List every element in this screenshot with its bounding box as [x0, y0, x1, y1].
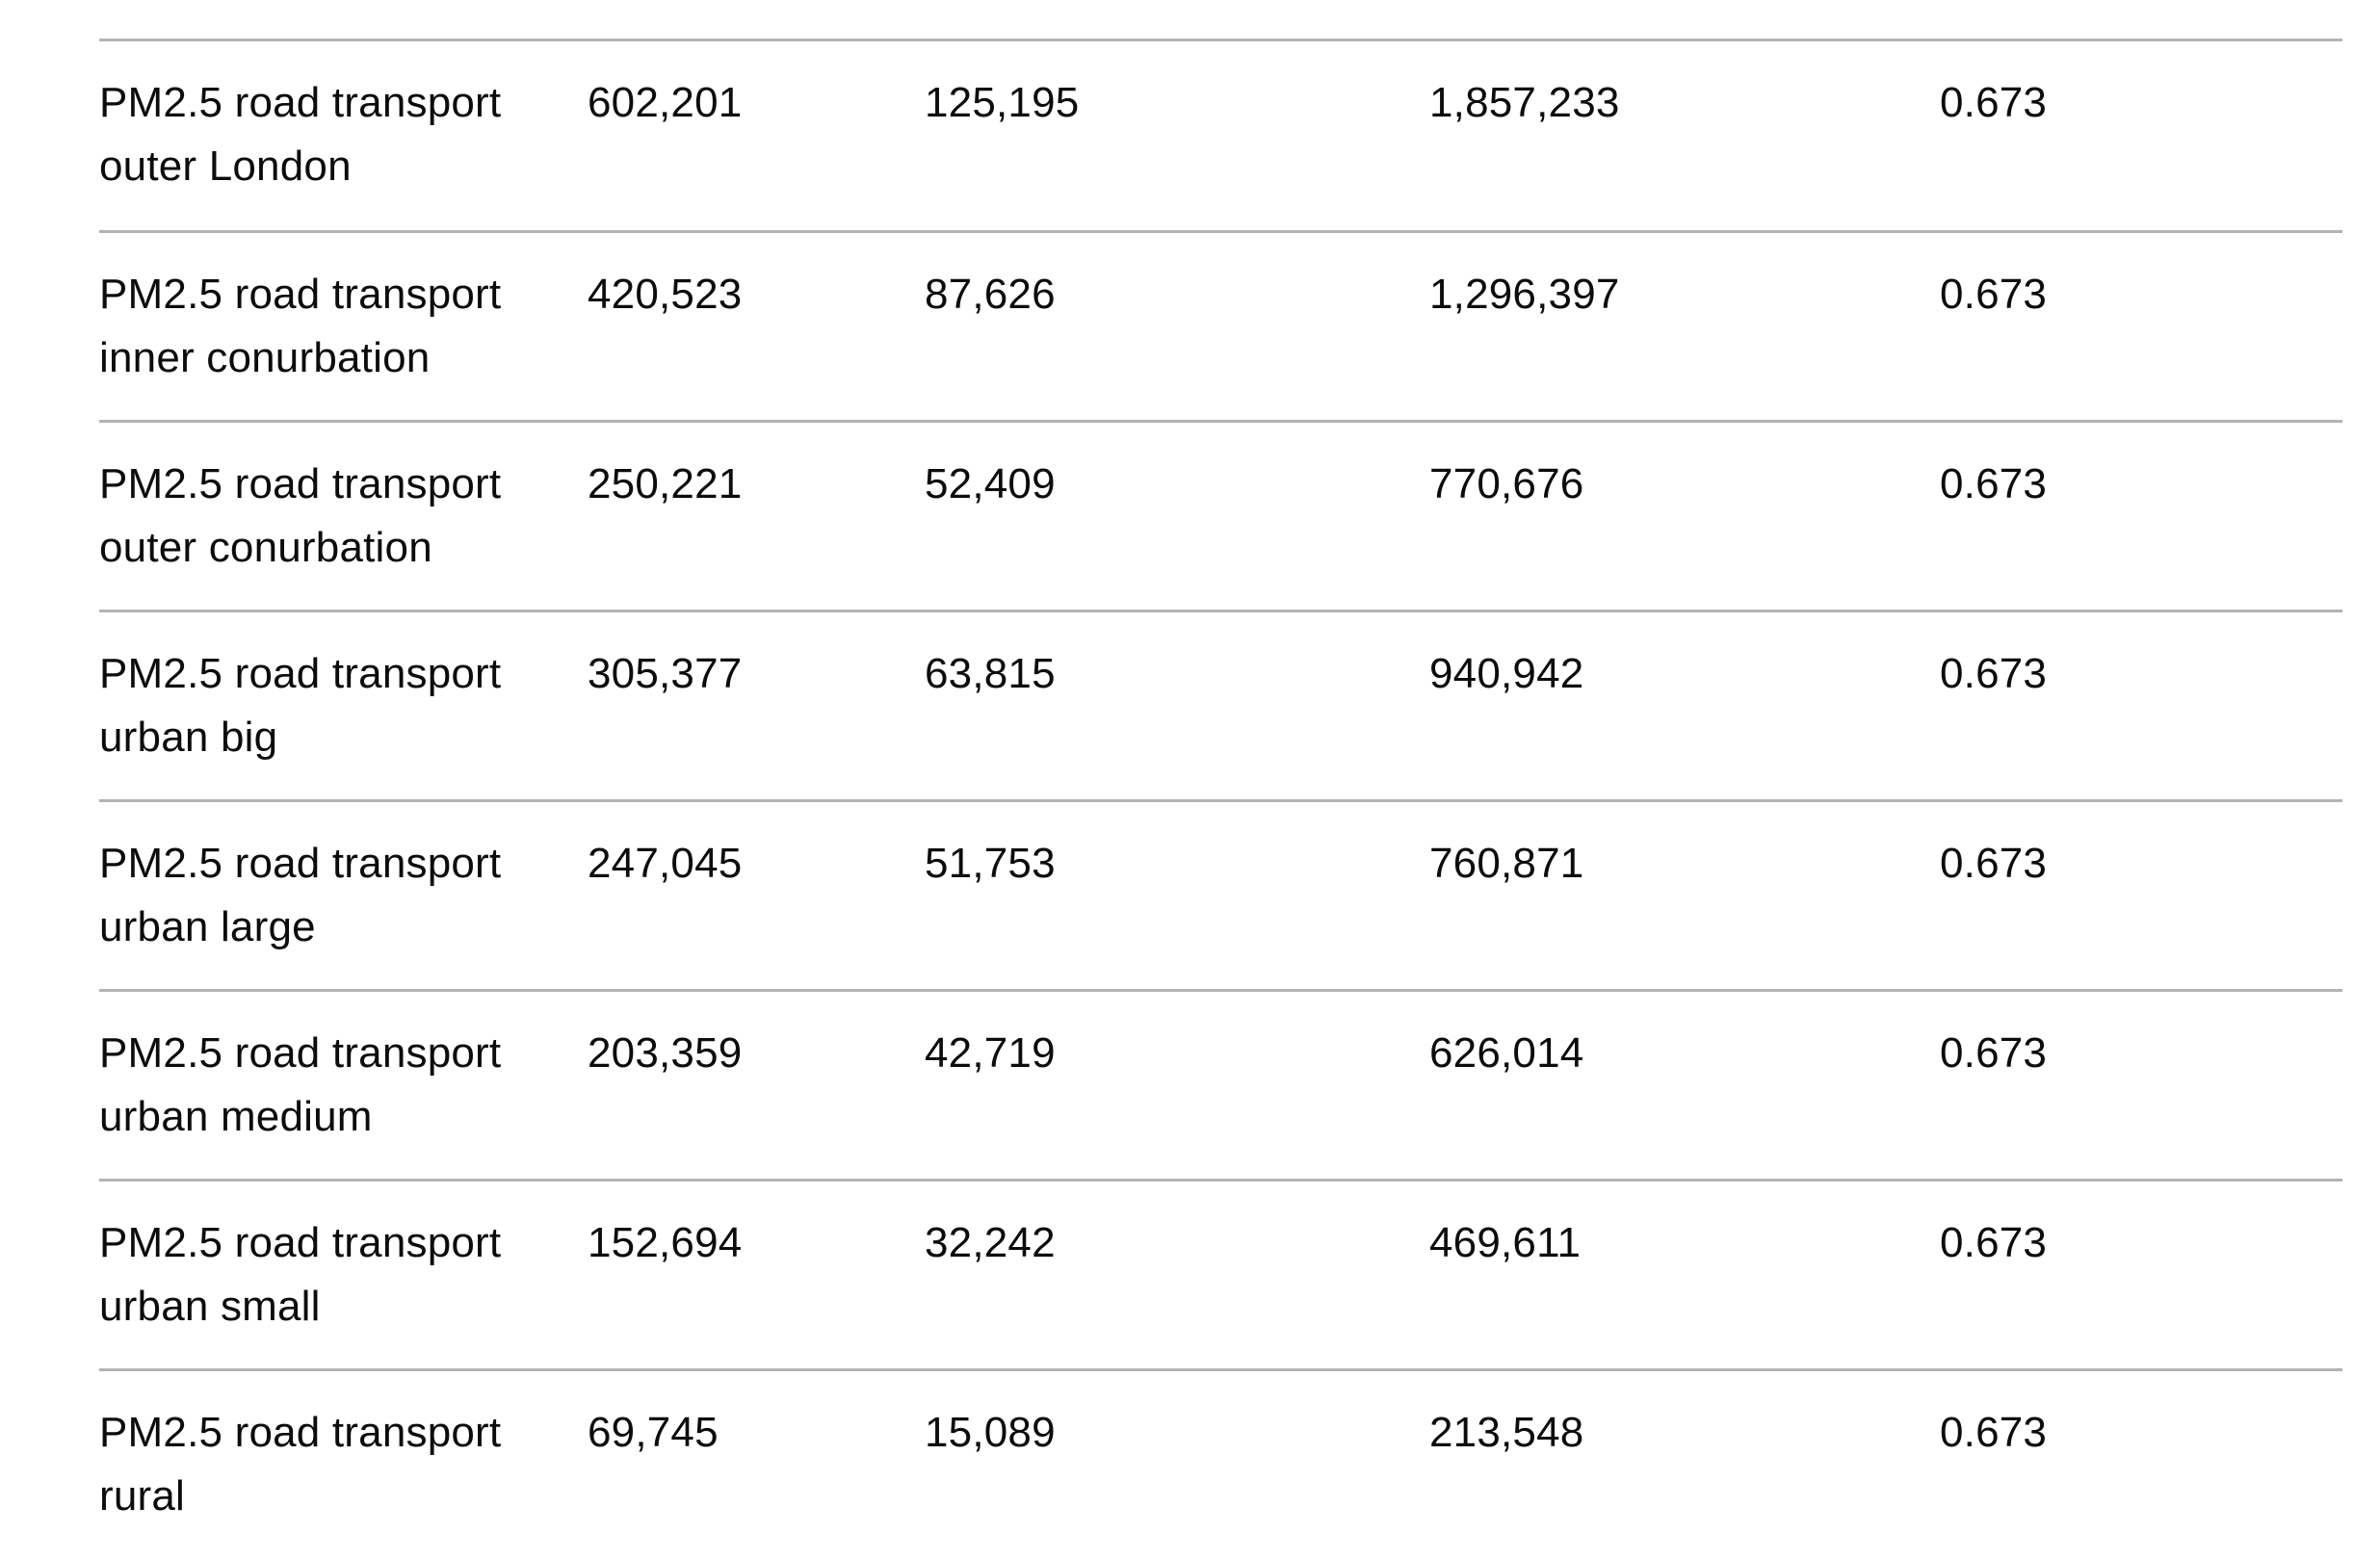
row-label-cell: PM2.5 road transport urban small — [99, 1180, 588, 1371]
value-cell: 0.673 — [1940, 611, 2342, 802]
value-cell: 52,409 — [925, 421, 1429, 612]
value-cell: 0.673 — [1940, 990, 2342, 1182]
value-cell: 1,857,233 — [1429, 41, 1940, 233]
value-cell: 32,242 — [925, 1180, 1429, 1371]
table-top-divider — [99, 0, 2342, 41]
value-cell: 15,089 — [925, 1408, 1056, 1456]
value-cell: 0.673 — [1940, 1180, 2342, 1371]
data-table: PM2.5 road transport outer London 602,20… — [99, 41, 2342, 1559]
value-cell: 626,014 — [1429, 990, 1940, 1182]
value-cell: 87,626 — [925, 231, 1429, 423]
value-cell: 51,753 — [925, 800, 1429, 992]
value-cell: 0.673 — [1940, 800, 2342, 992]
value-cell: 770,676 — [1429, 421, 1940, 612]
value-cell: 213,548 — [1429, 1408, 1584, 1456]
value-cell: 0.673 — [1940, 231, 2342, 423]
value-cell: 247,045 — [588, 800, 925, 992]
value-cell: 203,359 — [588, 990, 925, 1182]
value-cell: 63,815 — [925, 611, 1429, 802]
row-label-cell: PM2.5 road transport inner conurbation — [99, 231, 588, 423]
data-table-container: PM2.5 road transport outer London 602,20… — [99, 0, 2342, 1559]
table-row: PM2.5 road transport urban small 152,694… — [99, 1180, 2342, 1371]
value-cell: 602,201 — [588, 41, 925, 233]
table-row: PM2.5 road transport inner conurbation 4… — [99, 231, 2342, 423]
value-cell: 760,871 — [1429, 800, 1940, 992]
value-cell: 940,942 — [1429, 611, 1940, 802]
value-cell: 1,296,397 — [1429, 231, 1940, 423]
row-label-cell: PM2.5 road transport urban big — [99, 611, 588, 802]
table-row: PM2.5 road transport outer London 602,20… — [99, 41, 2342, 233]
table-row: PM2.5 road transport urban big 305,377 6… — [99, 611, 2342, 802]
table-row: PM2.5 road transport rural 69,745 15,089… — [99, 1369, 2342, 1559]
table-row: PM2.5 road transport urban medium 203,35… — [99, 990, 2342, 1182]
value-cell: 0.673 — [1940, 421, 2342, 612]
value-cell: 469,611 — [1429, 1180, 1940, 1371]
row-label-cell: PM2.5 road transport outer conurbation — [99, 421, 588, 612]
value-cell: 69,745 — [588, 1408, 719, 1456]
table-row: PM2.5 road transport outer conurbation 2… — [99, 421, 2342, 612]
value-cell: 125,195 — [925, 41, 1429, 233]
value-cell: 152,694 — [588, 1180, 925, 1371]
value-cell: 250,221 — [588, 421, 925, 612]
value-cell: 420,523 — [588, 231, 925, 423]
value-cell: 0.673 — [1940, 41, 2342, 233]
row-label-cell: PM2.5 road transport urban medium — [99, 990, 588, 1182]
table-row: PM2.5 road transport urban large 247,045… — [99, 800, 2342, 992]
row-label-cell: PM2.5 road transport outer London — [99, 41, 588, 233]
row-label-cell: PM2.5 road transport urban large — [99, 800, 588, 992]
value-cell: 0.673 — [1940, 1408, 2048, 1456]
value-cell: 305,377 — [588, 611, 925, 802]
row-label-cell: PM2.5 road transport rural — [99, 1408, 502, 1520]
value-cell: 42,719 — [925, 990, 1429, 1182]
